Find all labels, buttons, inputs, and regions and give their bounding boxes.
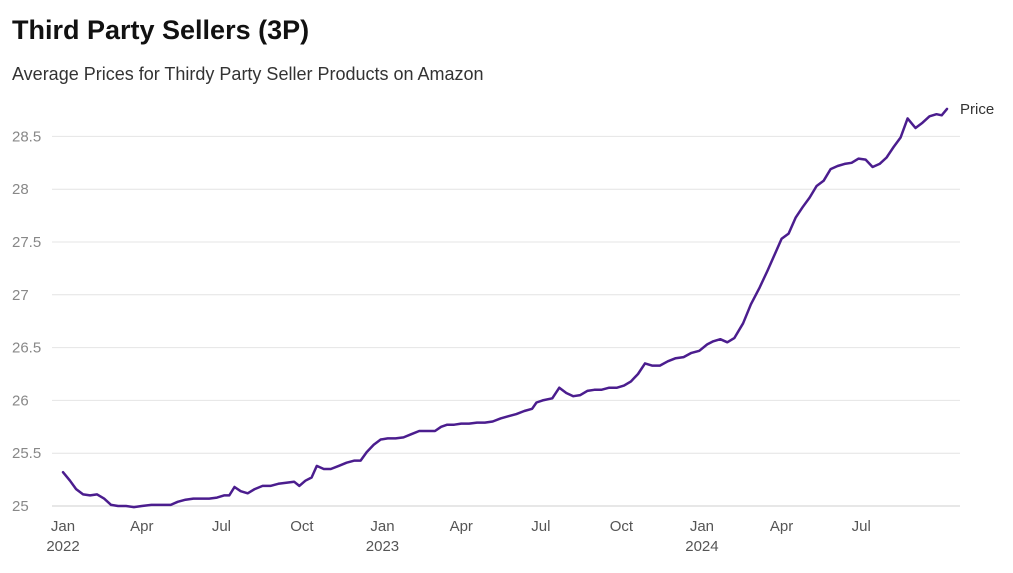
y-axis-ticks: 25 25.5 26 26.5 27 27.5 28 28.5 [12,128,41,515]
series-line-price [61,107,949,509]
gridlines [52,135,960,507]
series-label: Price [960,101,994,118]
y-tick-label: 25 [12,498,29,515]
x-axis-ticks: Jan 2022 Apr Jul Oct Jan 2023 Apr Jul Oct Jan 2024 A… [46,518,871,555]
x-tick-label: Jan [51,518,75,535]
y-tick-label: 27 [12,287,29,304]
x-tick-label: Jan [370,518,394,535]
x-tick-label: Apr [450,518,473,535]
x-tick-label: Oct [610,518,634,535]
chart-title: Third Party Sellers (3P) [12,15,310,45]
x-tick-label: Apr [130,518,153,535]
y-tick-label: 26 [12,392,29,409]
x-tick-label: Oct [290,518,314,535]
x-tick-label: Jan [690,518,714,535]
y-tick-label: 25.5 [12,445,41,462]
x-tick-year-label: 2022 [46,538,79,555]
x-tick-year-label: 2024 [685,538,718,555]
y-tick-label: 28 [12,181,29,198]
chart-subtitle: Average Prices for Thirdy Party Seller P… [12,64,484,84]
x-tick-label: Jul [212,518,231,535]
x-tick-year-label: 2023 [366,538,399,555]
x-tick-label: Jul [531,518,550,535]
series-layer: Price [61,101,994,509]
y-tick-label: 28.5 [12,128,41,145]
y-tick-label: 27.5 [12,234,41,251]
x-tick-label: Apr [770,518,793,535]
x-tick-label: Jul [852,518,871,535]
y-tick-label: 26.5 [12,340,41,357]
